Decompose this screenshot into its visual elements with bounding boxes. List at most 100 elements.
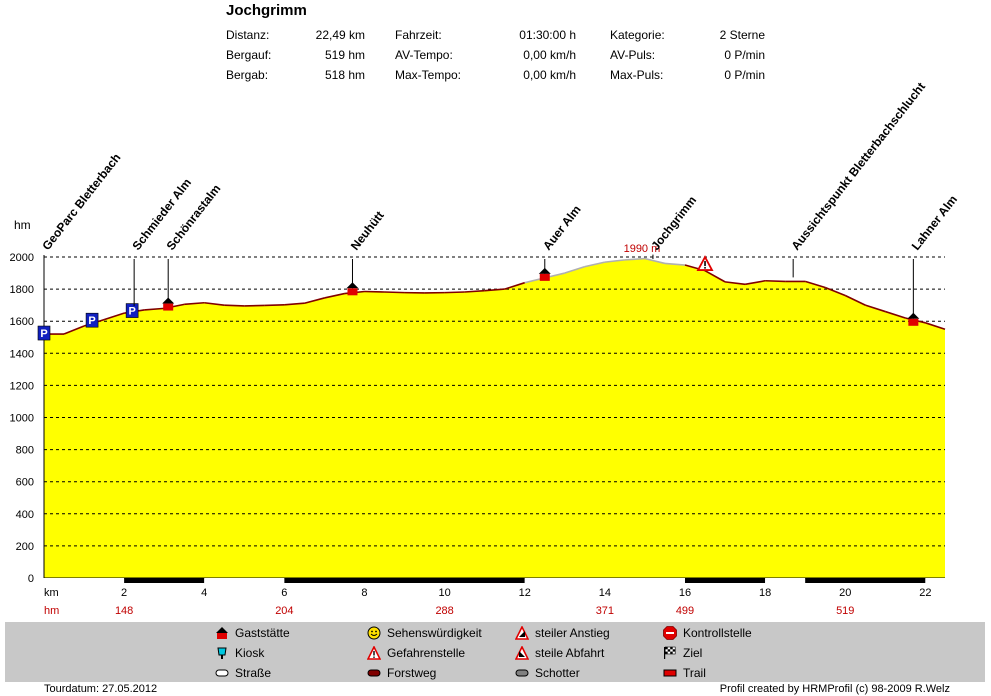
finish-flag-icon — [664, 646, 676, 659]
strasse-icon — [215, 669, 229, 677]
elevation-line — [484, 288, 505, 292]
gefahrenstelle-icon-bar — [704, 261, 706, 267]
elevation-line — [204, 301, 225, 306]
elevation-line — [824, 286, 846, 297]
legend-label: Sehenswürdigkeit — [387, 626, 482, 640]
forstweg-icon — [367, 669, 381, 677]
legend-label: Gefahrenstelle — [387, 646, 466, 660]
gaststaette-icon — [907, 312, 920, 319]
trail-icon — [663, 669, 677, 677]
stat-value-fahrzeit: 01:30:00 h — [519, 28, 576, 42]
waypoint-label: Aussichtspunkt Bletterbachschlucht — [788, 80, 928, 253]
legend-label: Kontrollstelle — [683, 626, 752, 640]
elevation-line — [624, 257, 645, 261]
elevation-line — [664, 262, 686, 266]
y-tick-label: 1000 — [10, 413, 34, 425]
waypoint-label: GeoParc Bletterbach — [39, 151, 123, 253]
elevation-line — [504, 281, 525, 290]
elevation-line — [324, 292, 345, 299]
gaststaette-icon — [346, 282, 359, 289]
elevation-line — [184, 301, 205, 306]
elevation-line — [304, 297, 325, 304]
stat-label-kategorie: Kategorie: — [610, 28, 665, 42]
hm-value: 371 — [596, 605, 614, 617]
legend-label: Ziel — [683, 646, 703, 660]
y-tick-label: 1600 — [10, 316, 34, 328]
stat-label-max-tempo: Max-Tempo: — [395, 68, 462, 82]
x-axis-label: km — [44, 587, 59, 599]
surface-segment — [925, 578, 945, 583]
x-tick-label: 10 — [438, 587, 450, 599]
y-axis-label: hm — [14, 218, 31, 232]
y-tick-label: 1400 — [10, 348, 34, 360]
x-tick-label: 14 — [599, 587, 611, 599]
elevation-line — [444, 291, 465, 294]
parking-icon — [85, 312, 99, 328]
stat-value-kategorie: 2 Sterne — [719, 28, 765, 42]
elevation-line — [284, 302, 305, 306]
elevation-line — [724, 281, 746, 286]
stat-value-av-puls: 0 P/min — [724, 48, 765, 62]
tour-title: Jochgrimm — [226, 2, 307, 19]
schotter-icon — [515, 669, 529, 677]
stat-label-av-puls: AV-Puls: — [610, 48, 656, 62]
gefahrenstelle-icon — [367, 646, 381, 660]
tour-date: Tourdatum: 27.05.2012 — [44, 683, 158, 695]
y-tick-label: 1800 — [10, 284, 34, 296]
elevation-line — [765, 279, 786, 283]
x-tick-label: 2 — [121, 587, 127, 599]
elevation-area — [44, 258, 945, 578]
stat-label-av-tempo: AV-Tempo: — [395, 48, 453, 62]
gaststaette-icon-body — [163, 303, 174, 311]
stat-label-max-puls: Max-Puls: — [610, 68, 664, 82]
x-tick-label: 20 — [839, 587, 851, 599]
elevation-line — [464, 289, 485, 293]
surface-segment — [124, 578, 205, 583]
legend-label: Schotter — [535, 666, 580, 680]
elevation-line — [644, 257, 666, 265]
stat-value-max-tempo: 0,00 km/h — [523, 68, 576, 82]
profile-credit: Profil created by HRMProfil (c) 98-2009 … — [719, 683, 950, 695]
elevation-line — [224, 304, 245, 307]
elevation-line — [844, 294, 866, 306]
surface-segment — [805, 578, 926, 583]
y-tick-label: 800 — [16, 445, 34, 457]
y-tick-label: 1200 — [10, 380, 34, 392]
gaststaette-icon — [538, 267, 551, 274]
stat-value-max-puls: 0 P/min — [724, 68, 765, 82]
elevation-line — [384, 291, 405, 294]
gaststaette-icon — [216, 627, 228, 639]
surface-segment — [765, 578, 806, 583]
max-elevation-label: 1990 m — [624, 243, 661, 255]
elevation-line — [744, 279, 766, 286]
stat-label-fahrzeit: Fahrzeit: — [395, 28, 442, 42]
stat-label-bergauf: Bergauf: — [226, 48, 272, 62]
hm-value: 288 — [435, 605, 453, 617]
elevation-line — [144, 307, 165, 311]
legend-label: Forstweg — [387, 666, 437, 680]
elevation-line — [584, 261, 606, 268]
stat-value-av-tempo: 0,00 km/h — [523, 48, 576, 62]
hm-value: 499 — [676, 605, 694, 617]
parking-icon — [125, 303, 139, 318]
elevation-line — [103, 312, 125, 321]
elevation-line — [63, 325, 85, 335]
parking-icon-label: P — [40, 328, 47, 340]
x-tick-label: 12 — [519, 587, 531, 599]
parking-icon — [37, 325, 51, 341]
x-tick-label: 8 — [361, 587, 367, 599]
waypoint-label: Jochgrimm — [648, 193, 699, 253]
y-tick-label: 2000 — [10, 252, 34, 264]
stat-label-bergab: Bergab: — [226, 68, 269, 82]
stat-value-bergab: 518 hm — [324, 68, 365, 82]
waypoint-label: Schmieder Alm — [129, 176, 194, 253]
surface-segment — [284, 578, 525, 583]
hm-row-label: hm — [44, 605, 59, 617]
legend-label: steile Abfahrt — [535, 646, 605, 660]
waypoint-label: Lahner Alm — [909, 193, 960, 253]
gaststaette-icon-body — [908, 318, 919, 326]
elevation-line — [865, 304, 886, 313]
legend-label: steiler Anstieg — [535, 626, 610, 640]
steile-abfahrt-icon — [515, 646, 529, 660]
parking-icon-label: P — [128, 306, 135, 318]
